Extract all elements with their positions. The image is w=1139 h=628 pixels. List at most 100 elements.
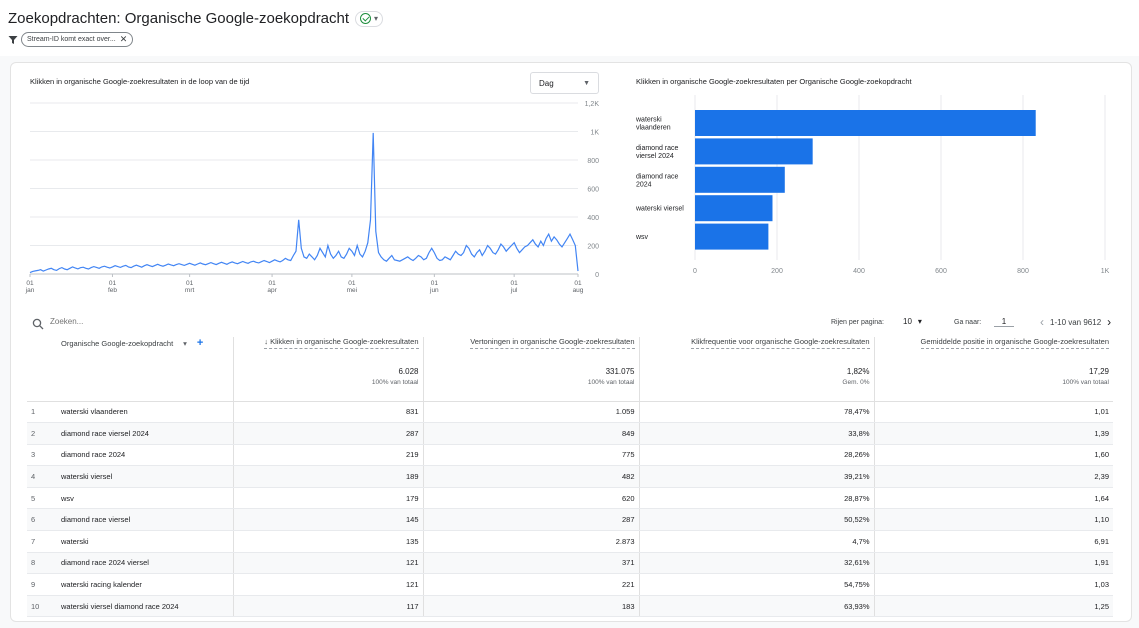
title-row: Zoekopdrachten: Organische Google-zoekop… <box>8 10 384 27</box>
table-row[interactable]: 8 diamond race 2024 viersel 121 371 32,61% 1,… <box>27 552 1113 575</box>
caret-down-icon[interactable]: ▾ <box>183 338 187 348</box>
goto-label: Ga naar: <box>954 319 982 326</box>
ctr-cell: 32,61% <box>638 552 874 575</box>
clicks-cell: 831 <box>232 401 423 424</box>
x-tick-label: 0 <box>693 268 697 275</box>
filter-chip[interactable]: Stream-ID komt exact over... ✕ <box>21 32 134 47</box>
x-tick-label: apr <box>267 287 277 294</box>
category-label: viersel 2024 <box>636 153 674 160</box>
x-tick-label: 600 <box>935 268 947 275</box>
y-tick-label: 600 <box>587 187 599 194</box>
bar <box>695 166 785 193</box>
category-label: diamond race <box>636 173 679 180</box>
x-tick-label: 400 <box>853 268 865 275</box>
metric-header-ctr[interactable]: Klikfrequentie voor organische Google-zo… <box>638 337 874 367</box>
x-tick-label: mei <box>347 287 357 294</box>
ctr-cell: 50,52% <box>638 508 874 532</box>
pagination: ‹ 1-10 van 9612 › <box>1040 315 1111 329</box>
search-term-cell: diamond race viersel <box>57 508 233 532</box>
next-page-icon[interactable]: › <box>1107 315 1112 329</box>
ctr-cell: 39,21% <box>638 465 874 488</box>
impressions-cell: 849 <box>422 422 639 445</box>
report-header: Zoekopdrachten: Organische Google-zoekop… <box>0 0 1139 56</box>
position-cell: 2,39 <box>873 465 1113 488</box>
caret-down-icon: ▼ <box>583 79 590 87</box>
clicks-cell: 121 <box>232 573 423 596</box>
y-tick-label: 400 <box>587 215 599 222</box>
y-tick-label: 0 <box>595 272 599 279</box>
row-index: 6 <box>27 508 57 532</box>
bar <box>695 110 1036 136</box>
metric-header-clicks[interactable]: ↓ Klikken in organische Google-zoekresul… <box>232 337 423 367</box>
granularity-select[interactable]: Dag ▼ <box>530 72 599 94</box>
row-index: 3 <box>27 444 57 467</box>
add-dimension-icon[interactable]: + <box>196 337 204 349</box>
series-line <box>29 132 579 274</box>
line-chart: 02004006008001K1,2K01jan01feb01mrt01apr0… <box>25 101 600 294</box>
category-label: wsv <box>635 234 649 241</box>
metric-header-impressions[interactable]: Vertoningen in organische Google-zoekres… <box>422 337 639 367</box>
impressions-cell: 482 <box>422 465 639 488</box>
clicks-cell: 135 <box>232 530 423 553</box>
metric-header-position[interactable]: Gemiddelde positie in organische Google-… <box>873 337 1113 367</box>
search-input[interactable] <box>50 317 250 326</box>
dimension-header[interactable]: Organische Google-zoekopdracht ▾ + <box>27 337 233 367</box>
table-row[interactable]: 7 waterski 135 2.873 4,7% 6,91 <box>27 530 1113 553</box>
rows-per-page-value: 10 <box>903 317 912 326</box>
table-row[interactable]: 1 waterski vlaanderen 831 1.059 78,47% 1,01 <box>27 401 1113 424</box>
granularity-value: Dag <box>539 78 554 88</box>
line-chart-title: Klikken in organische Google-zoekresulta… <box>30 77 250 86</box>
search-term-cell: diamond race viersel 2024 <box>57 422 233 445</box>
table-toolbar: Rijen per pagina: 10 ▾ Ga naar: ‹ 1-10 v… <box>10 312 1132 336</box>
table-row[interactable]: 9 waterski racing kalender 121 221 54,75% 1,0… <box>27 573 1113 596</box>
status-dropdown[interactable]: ▾ <box>355 10 384 27</box>
position-cell: 1,39 <box>873 422 1113 445</box>
close-icon[interactable]: ✕ <box>119 34 128 44</box>
impressions-cell: 1.059 <box>422 401 639 424</box>
impressions-cell: 775 <box>422 444 639 467</box>
totals-row: 6.028 100% van totaal 331.075 100% van tot… <box>27 367 1113 402</box>
search-term-cell: waterski viersel <box>57 465 233 488</box>
results-table: Organische Google-zoekopdracht ▾ + ↓ Kli… <box>27 337 1113 618</box>
table-header-row: Organische Google-zoekopdracht ▾ + ↓ Kli… <box>27 337 1113 367</box>
filter-chip-label: Stream-ID komt exact over... <box>27 36 116 43</box>
ctr-cell: 78,47% <box>638 401 874 424</box>
category-label: diamond race <box>636 145 679 152</box>
page-range-label: 1-10 van 9612 <box>1050 317 1102 327</box>
bar-chart-title: Klikken in organische Google-zoekresulta… <box>636 77 912 86</box>
row-index: 1 <box>27 401 57 424</box>
category-label: waterski viersel <box>635 206 684 213</box>
total-position: 17,29 100% van totaal <box>873 367 1113 402</box>
prev-page-icon[interactable]: ‹ <box>1040 315 1044 329</box>
x-tick-label: mrt <box>185 287 195 294</box>
position-cell: 1,64 <box>873 487 1113 510</box>
category-label: 2024 <box>636 181 652 188</box>
table-row[interactable]: 10 waterski viersel diamond race 2024 117 1… <box>27 595 1113 618</box>
y-tick-label: 1,2K <box>585 101 600 108</box>
y-tick-label: 1K <box>590 130 599 137</box>
row-index: 10 <box>27 595 57 618</box>
rows-per-page-select[interactable]: 10 ▾ <box>903 317 922 326</box>
search-icon <box>32 318 44 330</box>
x-tick-label: 01 <box>109 280 117 287</box>
ctr-cell: 4,7% <box>638 530 874 553</box>
table-row[interactable]: 2 diamond race viersel 2024 287 849 33,8% 1,3… <box>27 422 1113 445</box>
x-tick-label: 01 <box>26 280 34 287</box>
table-row[interactable]: 6 diamond race viersel 145 287 50,52% 1,10 <box>27 508 1113 532</box>
x-tick-label: feb <box>108 287 117 294</box>
clicks-cell: 179 <box>232 487 423 510</box>
chevron-down-icon: ▾ <box>374 14 379 23</box>
table-row[interactable]: 5 wsv 179 620 28,87% 1,64 <box>27 487 1113 510</box>
total-clicks: 6.028 100% van totaal <box>232 367 423 402</box>
impressions-cell: 183 <box>422 595 639 618</box>
ctr-cell: 33,8% <box>638 422 874 445</box>
x-tick-label: aug <box>573 287 584 294</box>
x-tick-label: jan <box>25 287 35 294</box>
goto-page-input[interactable] <box>994 317 1014 327</box>
table-row[interactable]: 3 diamond race 2024 219 775 28,26% 1,60 <box>27 444 1113 467</box>
impressions-cell: 371 <box>422 552 639 575</box>
y-tick-label: 200 <box>587 244 599 251</box>
x-tick-label: 01 <box>348 280 356 287</box>
table-row[interactable]: 4 waterski viersel 189 482 39,21% 2,39 <box>27 465 1113 488</box>
